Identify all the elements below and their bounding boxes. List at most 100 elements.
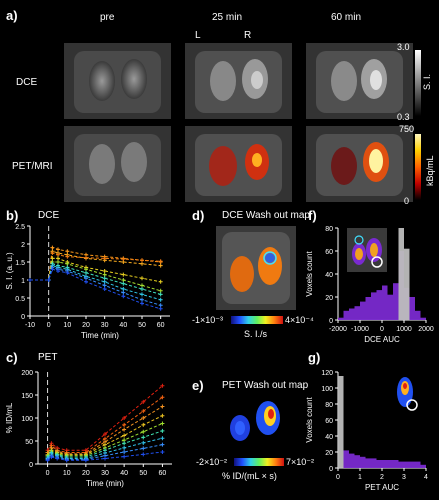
pet-washout-scale-min: -2×10⁻² [196,457,228,467]
chart-b-x-tick-label: 40 [119,322,127,329]
col-60min-label: 60 min [331,12,362,23]
chart-b-series-line [30,250,161,281]
chart-c-data-point [141,452,146,457]
chart-b-data-point [28,278,32,282]
chart-b-data-point [46,278,51,282]
chart-c-y-tick-label: 200 [21,370,33,377]
chart-c-data-point [160,395,165,400]
chart-c-series-line [47,385,163,451]
chart-c-data-point [103,456,107,461]
chart-g-x-tick-label: 1 [358,474,362,481]
panel-e-letter: e) [192,378,204,393]
chart-c-x-tick-label: 10 [63,470,71,477]
chart-b-data-point [158,288,163,293]
chart-c-x-tick-label: 0 [46,470,50,477]
chart-f-x-tick-label: -2000 [329,326,347,333]
chart-g-x-tick-label: 2 [380,474,384,481]
pet-washout-unit: % ID/(mL × s) [222,471,277,481]
chart-g-y-tick-label: 100 [321,386,333,393]
chart-g-bar [398,461,404,468]
chart-f-bar [365,297,371,320]
panel-c-title: PET [38,352,58,363]
row-petmri-label: PET/MRI [12,161,53,172]
chart-g-bar [409,461,415,468]
chart-c-data-point [83,458,88,463]
chart-g-y-tick-label: 0 [329,466,333,473]
chart-g-bar [420,464,426,468]
chart-b-data-point [56,256,60,261]
chart-g-bar [415,461,421,468]
chart-c-data-point [160,383,165,388]
chart-g-bar [387,460,393,468]
dce-scale-unit: S. I. [422,73,432,90]
side-right-label: R [244,30,252,41]
chart-b-data-point [121,257,126,262]
chart-c-data-point [122,441,127,446]
chart-b-data-point [121,281,126,286]
chart-g-bar [343,450,349,468]
chart-b-data-point [56,269,60,273]
chart-b-data-point [158,297,163,302]
chart-g-y-label: Voxels count [305,397,314,443]
panel-a-letter: a) [6,8,18,23]
chart-b-data-point [140,261,144,266]
chart-b-data-point [84,270,88,275]
chart-b-data-point [56,260,60,264]
dce-colorbar [415,50,421,116]
chart-c-data-point [122,454,127,459]
pet-scale-max: 750 [399,124,415,134]
chart-b-data-point [121,278,126,282]
chart-c-x-tick-label: 60 [159,470,167,477]
chart-c-y-tick-label: 0 [29,462,33,469]
dce-washout-scale-max: 4×10⁻⁴ [285,315,314,325]
panel-g-letter: g) [308,350,321,365]
chart-c-data-point [45,458,50,463]
chart-b-data-point [56,252,60,257]
chart-b-data-point [102,283,107,288]
chart-c-data-point [122,433,127,438]
panel-b-title: DCE [38,210,60,221]
panel-f-letter: f) [308,208,317,223]
chart-b-y-tick-label: 1 [21,278,25,285]
chart-b-data-point [65,249,70,254]
dce-auc-histogram: -2000 -1000 0 1000 2000 0 20 40 60 80 DCE AUC Voxel… [305,226,434,344]
dce-washout-colorbar [231,316,283,324]
chart-g-bar [393,460,399,468]
chart-f-bar [415,310,421,320]
chart-b-data-point [84,276,88,281]
chart-c-data-point [141,399,146,404]
chart-b-data-point [140,283,144,288]
chart-b-x-tick-label: 50 [138,322,146,329]
chart-g-y-tick-label: 60 [325,418,333,425]
chart-c-data-point [55,456,60,461]
chart-b-x-tick-label: 60 [157,322,165,329]
chart-b-data-point [84,255,88,260]
chart-c-data-point [160,421,165,426]
chart-c-data-point [49,455,54,460]
chart-f-bar [387,294,393,320]
chart-g-x-tick-label: 0 [336,474,340,481]
chart-f-bar [338,317,344,320]
chart-c-data-point [122,450,127,455]
dce-scale-max: 3.0 [397,42,410,52]
chart-c-data-point [160,404,165,409]
panel-d-title: DCE Wash out map [222,210,310,221]
pet-timecurve-chart: 0 10 20 30 40 50 60 0 50 100 150 200 Time (min) % ID/… [5,370,172,488]
chart-c-y-tick-label: 50 [25,439,33,446]
chart-c-data-point [122,427,127,432]
chart-g-y-tick-label: 120 [321,370,333,377]
chart-g-y-tick-label: 40 [325,434,333,441]
chart-b-data-point [102,276,107,281]
panel-b-letter: b) [6,208,19,223]
col-pre-label: pre [100,12,115,23]
chart-b-data-point [102,287,107,291]
chart-c-data-point [122,445,127,450]
chart-g-bar [354,455,360,468]
dce-25min-image [185,43,292,119]
chart-g-x-tick-label: 3 [402,474,406,481]
chart-f-bar [409,297,415,320]
chart-b-y-tick-label: 2 [21,242,25,249]
chart-g-bar [349,453,355,468]
chart-c-x-tick-label: 50 [139,470,147,477]
